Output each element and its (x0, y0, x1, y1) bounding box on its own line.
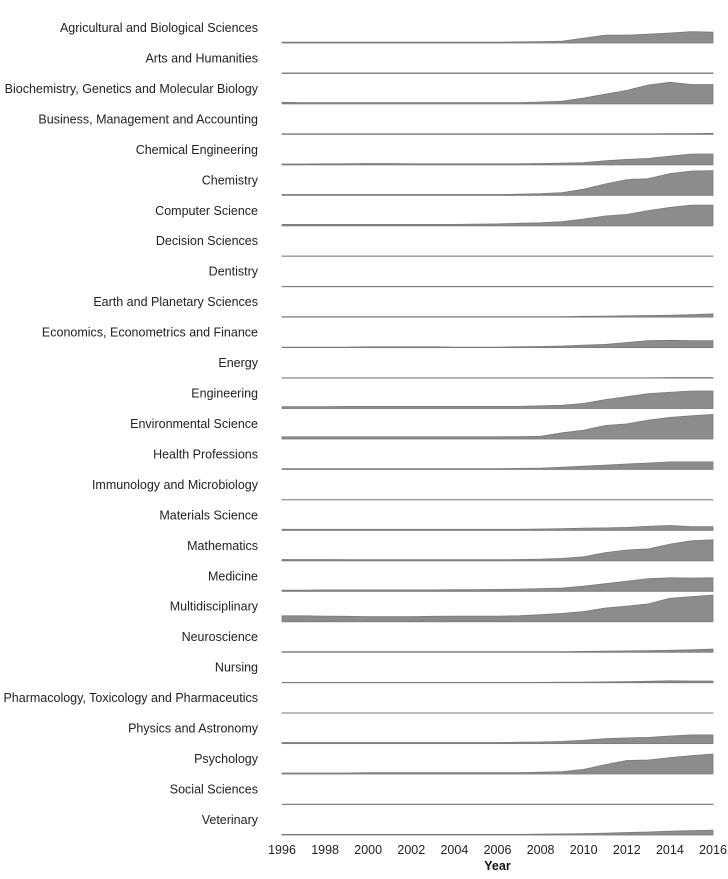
area-series (282, 82, 713, 104)
row-20: Neuroscience (182, 630, 713, 652)
x-tick-label: 2002 (397, 843, 425, 857)
area-series (282, 578, 713, 592)
row-1: Arts and Humanities (145, 52, 713, 74)
area-series (282, 649, 713, 652)
area-series (282, 540, 713, 561)
row-6: Computer Science (155, 204, 713, 226)
category-label: Medicine (208, 569, 258, 583)
category-label: Pharmacology, Toxicology and Pharmaceuti… (3, 691, 258, 705)
category-label: Chemical Engineering (136, 143, 258, 157)
x-axis-title: Year (484, 859, 511, 873)
category-label: Multidisciplinary (170, 600, 259, 614)
row-23: Physics and Astronomy (128, 722, 713, 744)
area-series (282, 171, 713, 196)
area-series (282, 133, 713, 134)
area-series (282, 754, 713, 774)
area-series (282, 414, 713, 439)
row-22: Pharmacology, Toxicology and Pharmaceuti… (3, 691, 713, 713)
x-tick-label: 1998 (311, 843, 339, 857)
category-label: Environmental Science (130, 417, 258, 431)
chart-rows: Agricultural and Biological Sciences Arts… (3, 21, 713, 835)
category-label: Health Professions (153, 447, 258, 461)
row-17: Mathematics (187, 539, 713, 561)
area-series (282, 314, 713, 317)
category-label: Neuroscience (182, 630, 258, 644)
category-label: Mathematics (187, 539, 258, 553)
row-24: Psychology (194, 752, 713, 774)
area-series (282, 462, 713, 470)
category-label: Business, Management and Accounting (38, 112, 258, 126)
row-0: Agricultural and Biological Sciences (60, 21, 713, 43)
row-10: Economics, Econometrics and Finance (42, 326, 713, 348)
category-label: Veterinary (202, 813, 259, 827)
x-tick-label: 2004 (440, 843, 468, 857)
area-series (282, 32, 713, 43)
category-label: Computer Science (155, 204, 258, 218)
category-label: Immunology and Microbiology (92, 478, 259, 492)
row-16: Materials Science (159, 508, 713, 530)
area-series (282, 73, 713, 74)
category-label: Materials Science (159, 508, 258, 522)
x-tick-label: 2000 (354, 843, 382, 857)
x-axis: 1996 1998 2000 2002 2004 2006 2008 2010 2012 2014… (268, 843, 727, 857)
x-tick-label: 2010 (570, 843, 598, 857)
x-tick-label: 2012 (613, 843, 641, 857)
category-label: Dentistry (209, 265, 259, 279)
x-tick-label: 1996 (268, 843, 296, 857)
category-label: Physics and Astronomy (128, 722, 259, 736)
row-18: Medicine (208, 569, 713, 591)
row-14: Health Professions (153, 447, 713, 469)
category-label: Arts and Humanities (145, 52, 258, 66)
area-series (282, 340, 713, 347)
category-label: Social Sciences (170, 783, 258, 797)
category-label: Psychology (194, 752, 259, 766)
category-label: Biochemistry, Genetics and Molecular Bio… (5, 82, 259, 96)
row-26: Veterinary (202, 813, 713, 835)
row-9: Earth and Planetary Sciences (93, 295, 713, 317)
row-11: Energy (218, 356, 713, 378)
row-21: Nursing (215, 661, 713, 683)
area-series (282, 205, 713, 226)
category-label: Engineering (191, 387, 258, 401)
category-label: Economics, Econometrics and Finance (42, 326, 258, 340)
row-25: Social Sciences (170, 783, 713, 805)
area-series (282, 154, 713, 165)
row-8: Dentistry (209, 265, 713, 287)
x-tick-label: 2006 (484, 843, 512, 857)
area-series (282, 526, 713, 531)
row-3: Business, Management and Accounting (38, 112, 713, 134)
row-2: Biochemistry, Genetics and Molecular Bio… (5, 82, 713, 104)
row-5: Chemistry (202, 171, 713, 196)
row-7: Decision Sciences (156, 234, 713, 256)
row-13: Environmental Science (130, 414, 713, 439)
area-series (282, 830, 713, 835)
area-series (282, 378, 713, 379)
x-tick-label: 2014 (656, 843, 684, 857)
category-label: Decision Sciences (156, 234, 258, 248)
category-label: Energy (218, 356, 258, 370)
row-19: Multidisciplinary (170, 595, 713, 622)
area-series (282, 391, 713, 409)
row-12: Engineering (191, 387, 713, 409)
x-tick-label: 2016 (699, 843, 727, 857)
row-4: Chemical Engineering (136, 143, 713, 165)
category-label: Agricultural and Biological Sciences (60, 21, 258, 35)
x-tick-label: 2008 (527, 843, 555, 857)
row-15: Immunology and Microbiology (92, 478, 713, 500)
area-series (282, 735, 713, 744)
area-series (282, 681, 713, 683)
category-label: Earth and Planetary Sciences (93, 295, 258, 309)
category-label: Nursing (215, 661, 258, 675)
category-label: Chemistry (202, 173, 259, 187)
area-series (282, 595, 713, 622)
